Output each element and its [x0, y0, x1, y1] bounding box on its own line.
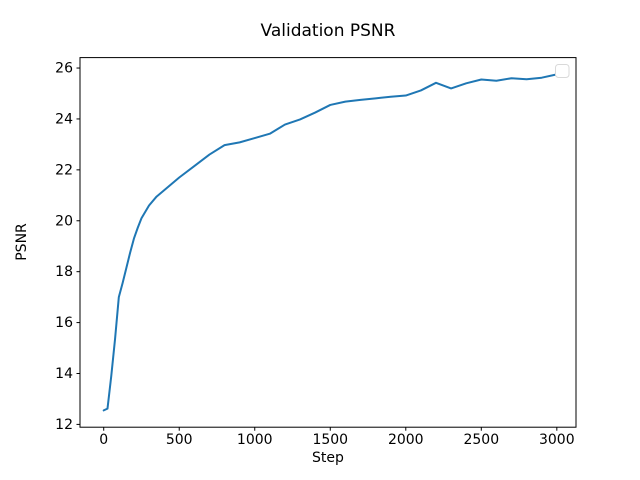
x-tick-label: 2000	[388, 432, 424, 448]
x-tick-label: 2500	[463, 432, 499, 448]
y-tick-label: 16	[55, 315, 73, 331]
y-tick-label: 14	[55, 366, 73, 382]
psnr-line-series	[102, 73, 558, 412]
legend-box	[555, 64, 570, 78]
x-axis-label: Step	[312, 450, 344, 466]
y-axis-ticks: 12 14 16 18 20 22 24 26	[55, 61, 80, 433]
x-tick-label: 1500	[312, 432, 348, 448]
y-tick-label: 20	[55, 213, 73, 229]
y-tick-label: 22	[55, 162, 73, 178]
y-tick-label: 12	[55, 417, 73, 433]
y-tick-label: 26	[55, 61, 73, 77]
y-axis-label: PSNR	[14, 223, 30, 261]
x-tick-label: 3000	[539, 432, 575, 448]
x-axis-ticks: 0 500 1000 1500 2000 2500 3000	[99, 427, 575, 448]
x-tick-label: 1000	[237, 432, 273, 448]
x-tick-label: 500	[166, 432, 193, 448]
y-tick-label: 18	[55, 264, 73, 280]
y-tick-label: 24	[55, 111, 73, 127]
chart-title: Validation PSNR	[261, 21, 396, 41]
plot-area	[79, 57, 577, 428]
x-tick-label: 0	[99, 432, 108, 448]
